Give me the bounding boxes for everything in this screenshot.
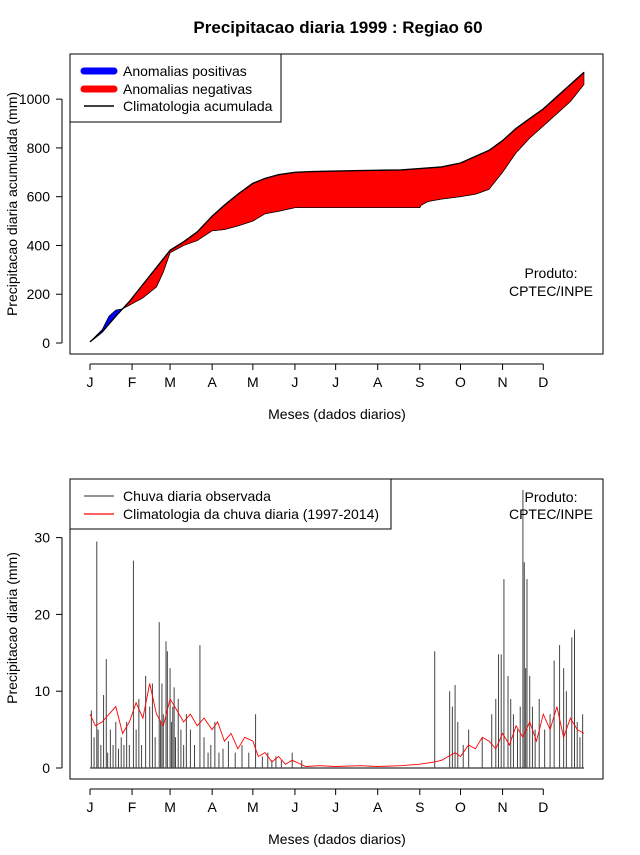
cumulative-panel: 0 200 400 600 800 1000 J F M A M J J A S O N D Precipitac… — [4, 53, 604, 422]
panel2-x-tick-label: S — [415, 799, 424, 815]
panel1-y-tick-label: 1000 — [19, 91, 50, 107]
panel1-x-tick-label: N — [498, 374, 508, 390]
panel1-data-layer — [89, 71, 585, 343]
observed-cumulative-line — [89, 84, 585, 343]
panel1-legend-label-negative: Anomalias negativas — [123, 81, 252, 97]
panel1-y-axis-label: Precipitacao diaria acumulada (mm) — [4, 92, 20, 316]
panel1-x-tick-label: M — [247, 374, 259, 390]
chart-title: Precipitacao diaria 1999 : Regiao 60 — [193, 18, 482, 37]
panel1-x-tick-label: D — [538, 374, 548, 390]
panel1-y-tick-label: 400 — [27, 237, 51, 253]
panel2-x-tick-label: J — [291, 799, 298, 815]
climatology-cumulative-line — [89, 71, 585, 343]
panel1-annotation-line2: CPTEC/INPE — [509, 283, 593, 299]
panel2-annotation-line2: CPTEC/INPE — [509, 506, 593, 522]
panel2-x-tick-label: J — [332, 799, 339, 815]
panel1-legend-label-climatology: Climatologia acumulada — [123, 98, 273, 114]
panel2-x-axis-label: Meses (dados diarios) — [268, 831, 406, 847]
panel2-y-tick-label: 30 — [34, 530, 50, 546]
panel2-y-tick-label: 20 — [34, 606, 50, 622]
panel1-y-tick-label: 0 — [42, 335, 50, 351]
climatology-daily-line — [89, 683, 585, 767]
panel2-x-tick-label: A — [373, 799, 383, 815]
panel2-legend-label-observed: Chuva diaria observada — [123, 488, 271, 504]
panel2-x-tick-label: A — [207, 799, 217, 815]
panel1-x-axis-label: Meses (dados diarios) — [268, 406, 406, 422]
panel2-x-tick-label: J — [87, 799, 94, 815]
panel1-plot-box — [69, 53, 604, 355]
panel1-x-tick-label: O — [455, 374, 466, 390]
panel1-legend-label-positive: Anomalias positivas — [123, 63, 247, 79]
panel1-annotation-line1: Produto: — [525, 265, 578, 281]
panel2-x-tick-label: M — [247, 799, 259, 815]
panel1-x-tick-label: J — [291, 374, 298, 390]
panel2-legend: Chuva diaria observada Climatologia da c… — [69, 478, 392, 530]
panel2-legend-label-climatology: Climatologia da chuva diaria (1997-2014) — [123, 506, 379, 522]
panel1-y-tick-label: 800 — [27, 140, 51, 156]
panel1-x-tick-label: A — [207, 374, 217, 390]
panel1-x-tick-label: M — [164, 374, 176, 390]
panel2-x-tick-label: O — [455, 799, 466, 815]
panel2-x-tick-label: F — [128, 799, 137, 815]
panel1-y-tick-label: 200 — [27, 286, 51, 302]
panel2-y-tick-label: 10 — [34, 683, 50, 699]
panel2-x-tick-label: N — [498, 799, 508, 815]
panel1-x-tick-label: F — [128, 374, 137, 390]
panel2-legend-box — [69, 478, 392, 530]
daily-panel: 0 10 20 30 J F M A M J J A S O N D Precipitacao diaria … — [4, 478, 604, 847]
panel1-x-tick-label: J — [87, 374, 94, 390]
panel2-axes: 0 10 20 30 J F M A M J J A S O N D — [34, 530, 548, 815]
panel2-y-tick-label: 0 — [42, 760, 50, 776]
panel2-x-tick-label: M — [164, 799, 176, 815]
panel1-axes: 0 200 400 600 800 1000 J F M A M J J A S O N D — [19, 91, 549, 390]
panel1-x-tick-label: J — [332, 374, 339, 390]
panel2-y-axis-label: Precipitacao diaria (mm) — [4, 552, 20, 704]
panel1-legend: Anomalias positivas Anomalias negativas … — [69, 53, 282, 123]
panel2-x-tick-label: D — [538, 799, 548, 815]
panel2-data-layer — [89, 490, 585, 769]
panel1-x-tick-label: S — [415, 374, 424, 390]
panel2-annotation-line1: Produto: — [525, 489, 578, 505]
panel1-y-tick-label: 600 — [27, 189, 51, 205]
panel1-x-tick-label: A — [373, 374, 383, 390]
